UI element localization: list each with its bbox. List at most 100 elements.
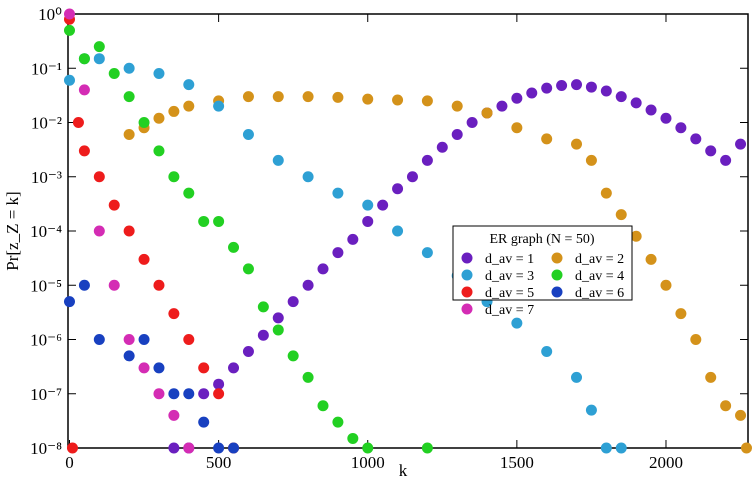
point xyxy=(168,409,180,421)
point xyxy=(541,133,553,145)
point xyxy=(541,82,553,94)
point xyxy=(377,199,389,211)
point xyxy=(168,442,180,454)
point xyxy=(585,154,597,166)
point xyxy=(735,138,747,150)
point xyxy=(213,100,225,112)
point xyxy=(556,80,568,92)
legend-marker xyxy=(461,286,473,298)
point xyxy=(138,117,150,128)
point xyxy=(675,122,687,134)
point xyxy=(421,154,433,166)
point xyxy=(332,91,344,103)
point xyxy=(720,400,732,412)
point xyxy=(242,129,254,141)
point xyxy=(153,145,165,157)
point xyxy=(615,91,627,103)
point xyxy=(123,334,135,345)
point xyxy=(272,312,284,324)
point xyxy=(317,400,329,412)
point xyxy=(571,371,583,383)
point xyxy=(153,362,165,374)
point xyxy=(123,91,135,103)
point xyxy=(183,334,195,345)
point xyxy=(213,215,225,227)
x-tick-label: 0 xyxy=(65,453,74,472)
point xyxy=(272,154,284,166)
point xyxy=(242,91,254,103)
point xyxy=(615,442,627,454)
point xyxy=(78,84,90,96)
point xyxy=(272,91,284,103)
point xyxy=(600,85,612,97)
point xyxy=(735,409,747,421)
point xyxy=(213,388,225,400)
point xyxy=(421,95,433,107)
point xyxy=(421,442,433,454)
point xyxy=(392,225,404,237)
x-tick-label: 2000 xyxy=(649,453,683,472)
point xyxy=(78,53,90,65)
point xyxy=(123,129,135,141)
x-tick-label: 1500 xyxy=(500,453,534,472)
point xyxy=(287,296,299,308)
point xyxy=(451,100,463,112)
point xyxy=(108,68,120,80)
legend-label: d_av = 3 xyxy=(485,269,534,284)
point xyxy=(123,350,135,362)
y-tick-label: 10⁻⁷ xyxy=(30,385,62,404)
point xyxy=(168,388,180,400)
point xyxy=(511,92,523,104)
point xyxy=(302,171,314,183)
plot-frame xyxy=(67,13,749,449)
point xyxy=(198,388,210,400)
y-tick-label: 10⁻⁶ xyxy=(30,331,62,350)
point xyxy=(93,225,105,237)
point xyxy=(615,209,627,221)
legend-marker xyxy=(461,252,473,264)
point xyxy=(287,350,299,362)
y-tick-label: 10⁻⁴ xyxy=(30,222,62,241)
point xyxy=(93,41,105,53)
legend-label: d_av = 6 xyxy=(575,286,624,301)
point xyxy=(93,334,105,345)
legend-label: d_av = 4 xyxy=(575,269,624,284)
point xyxy=(198,362,210,374)
point xyxy=(585,81,597,93)
point xyxy=(600,187,612,199)
legend-marker xyxy=(461,269,473,281)
point xyxy=(153,68,165,80)
point xyxy=(481,107,493,119)
point xyxy=(183,388,195,400)
point xyxy=(63,296,75,308)
point xyxy=(213,378,225,390)
point xyxy=(138,362,150,374)
point xyxy=(302,279,314,291)
point xyxy=(257,301,269,313)
point xyxy=(362,442,374,454)
point xyxy=(168,308,180,320)
y-tick-label: 10⁻² xyxy=(31,114,62,133)
point xyxy=(511,317,523,329)
point xyxy=(705,371,717,383)
point xyxy=(168,105,180,117)
point xyxy=(690,334,702,345)
point xyxy=(392,183,404,195)
legend-marker xyxy=(461,303,473,315)
point xyxy=(302,91,314,103)
x-tick-label: 500 xyxy=(206,453,232,472)
point xyxy=(123,62,135,74)
point xyxy=(302,371,314,383)
legend-label: d_av = 2 xyxy=(575,252,624,267)
point xyxy=(153,388,165,400)
point xyxy=(108,279,120,291)
point xyxy=(242,346,254,358)
point xyxy=(347,432,359,444)
y-tick-label: 10⁰ xyxy=(38,5,62,24)
point xyxy=(630,97,642,109)
x-tick-label: 1000 xyxy=(351,453,385,472)
point xyxy=(66,442,78,454)
y-tick-label: 10⁻¹ xyxy=(31,59,62,78)
point xyxy=(213,442,225,454)
point xyxy=(406,171,418,183)
